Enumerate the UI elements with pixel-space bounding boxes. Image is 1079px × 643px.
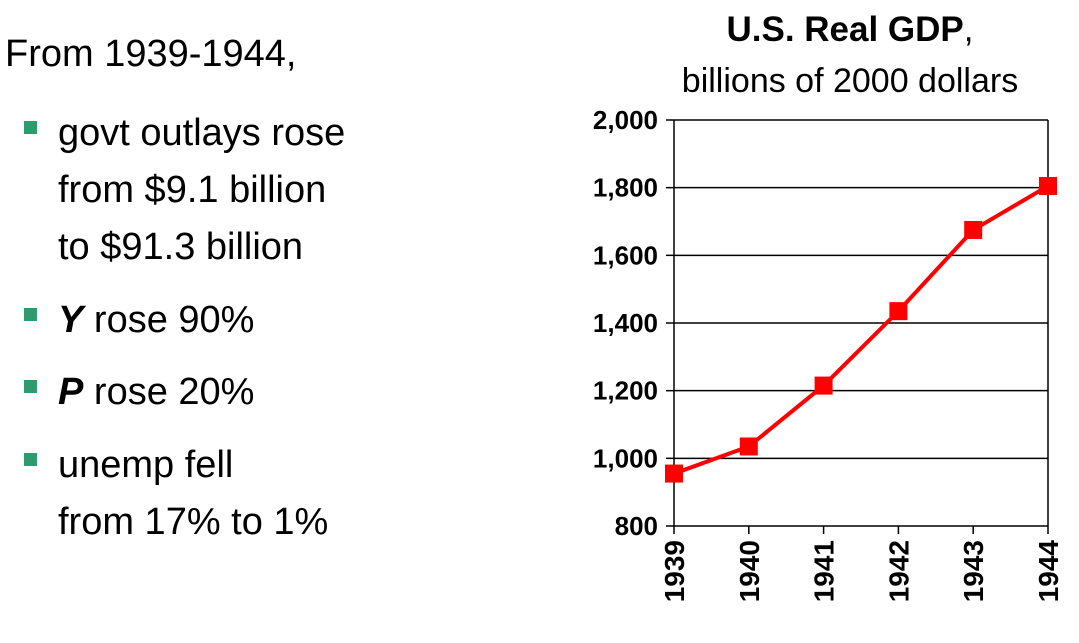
- axes: [666, 119, 1049, 534]
- y-tick-label: 1,600: [593, 240, 658, 270]
- x-tick-label: 1942: [883, 540, 914, 602]
- bullet-line: rose 20%: [83, 371, 255, 413]
- bullet-line: from 17% to 1%: [58, 501, 329, 543]
- y-tick-label: 1,400: [593, 308, 658, 338]
- chart-title: U.S. Real GDP,: [600, 10, 1079, 50]
- chart-subtitle: billions of 2000 dollars: [681, 62, 1019, 100]
- bullet-line: govt outlays rose: [58, 112, 346, 154]
- grid-lines: [674, 119, 1048, 460]
- x-tick-label: 1941: [809, 540, 840, 602]
- data-point: [739, 437, 758, 456]
- data-point: [814, 376, 833, 395]
- y-tick-label: 1,800: [593, 173, 658, 203]
- bullet-line: from $9.1 billion: [58, 169, 327, 211]
- intro-text: From 1939-1944,: [5, 33, 297, 75]
- y-tick-label: 800: [615, 511, 658, 541]
- y-tick-label: 1,200: [593, 376, 658, 406]
- data-point: [665, 464, 683, 483]
- series-gdp: [665, 176, 1057, 483]
- bullet-symbol: Y: [58, 299, 84, 341]
- bullet-square-icon: [24, 453, 37, 466]
- bullet-square-icon: [24, 308, 37, 321]
- bullet-line: unemp fell: [58, 444, 234, 486]
- x-tick-label: 1944: [1033, 540, 1064, 603]
- chart-title-suffix: ,: [963, 10, 974, 49]
- bullet-line: rose 90%: [83, 299, 255, 341]
- x-tick-label: 1940: [734, 540, 765, 602]
- x-tick-label: 1943: [958, 540, 989, 602]
- data-point: [1039, 176, 1057, 195]
- series-line: [673, 184, 1050, 476]
- x-tick-label: 1939: [659, 540, 690, 602]
- chart-title-text: U.S. Real GDP: [726, 10, 964, 49]
- y-tick-labels: 800 1,000 1,200 1,400 1,600 1,800 2,000: [593, 105, 658, 541]
- bullet-line: to $91.3 billion: [58, 226, 304, 268]
- bullet-symbol: P: [58, 371, 84, 413]
- y-tick-label: 2,000: [593, 105, 658, 135]
- data-point: [964, 220, 983, 239]
- bullet-square-icon: [24, 380, 37, 393]
- data-point: [889, 302, 908, 321]
- y-tick-label: 1,000: [593, 443, 658, 473]
- x-tick-labels: 1939 1940 1941 1942 1943 1944: [659, 540, 1064, 603]
- bullet-square-icon: [24, 121, 37, 134]
